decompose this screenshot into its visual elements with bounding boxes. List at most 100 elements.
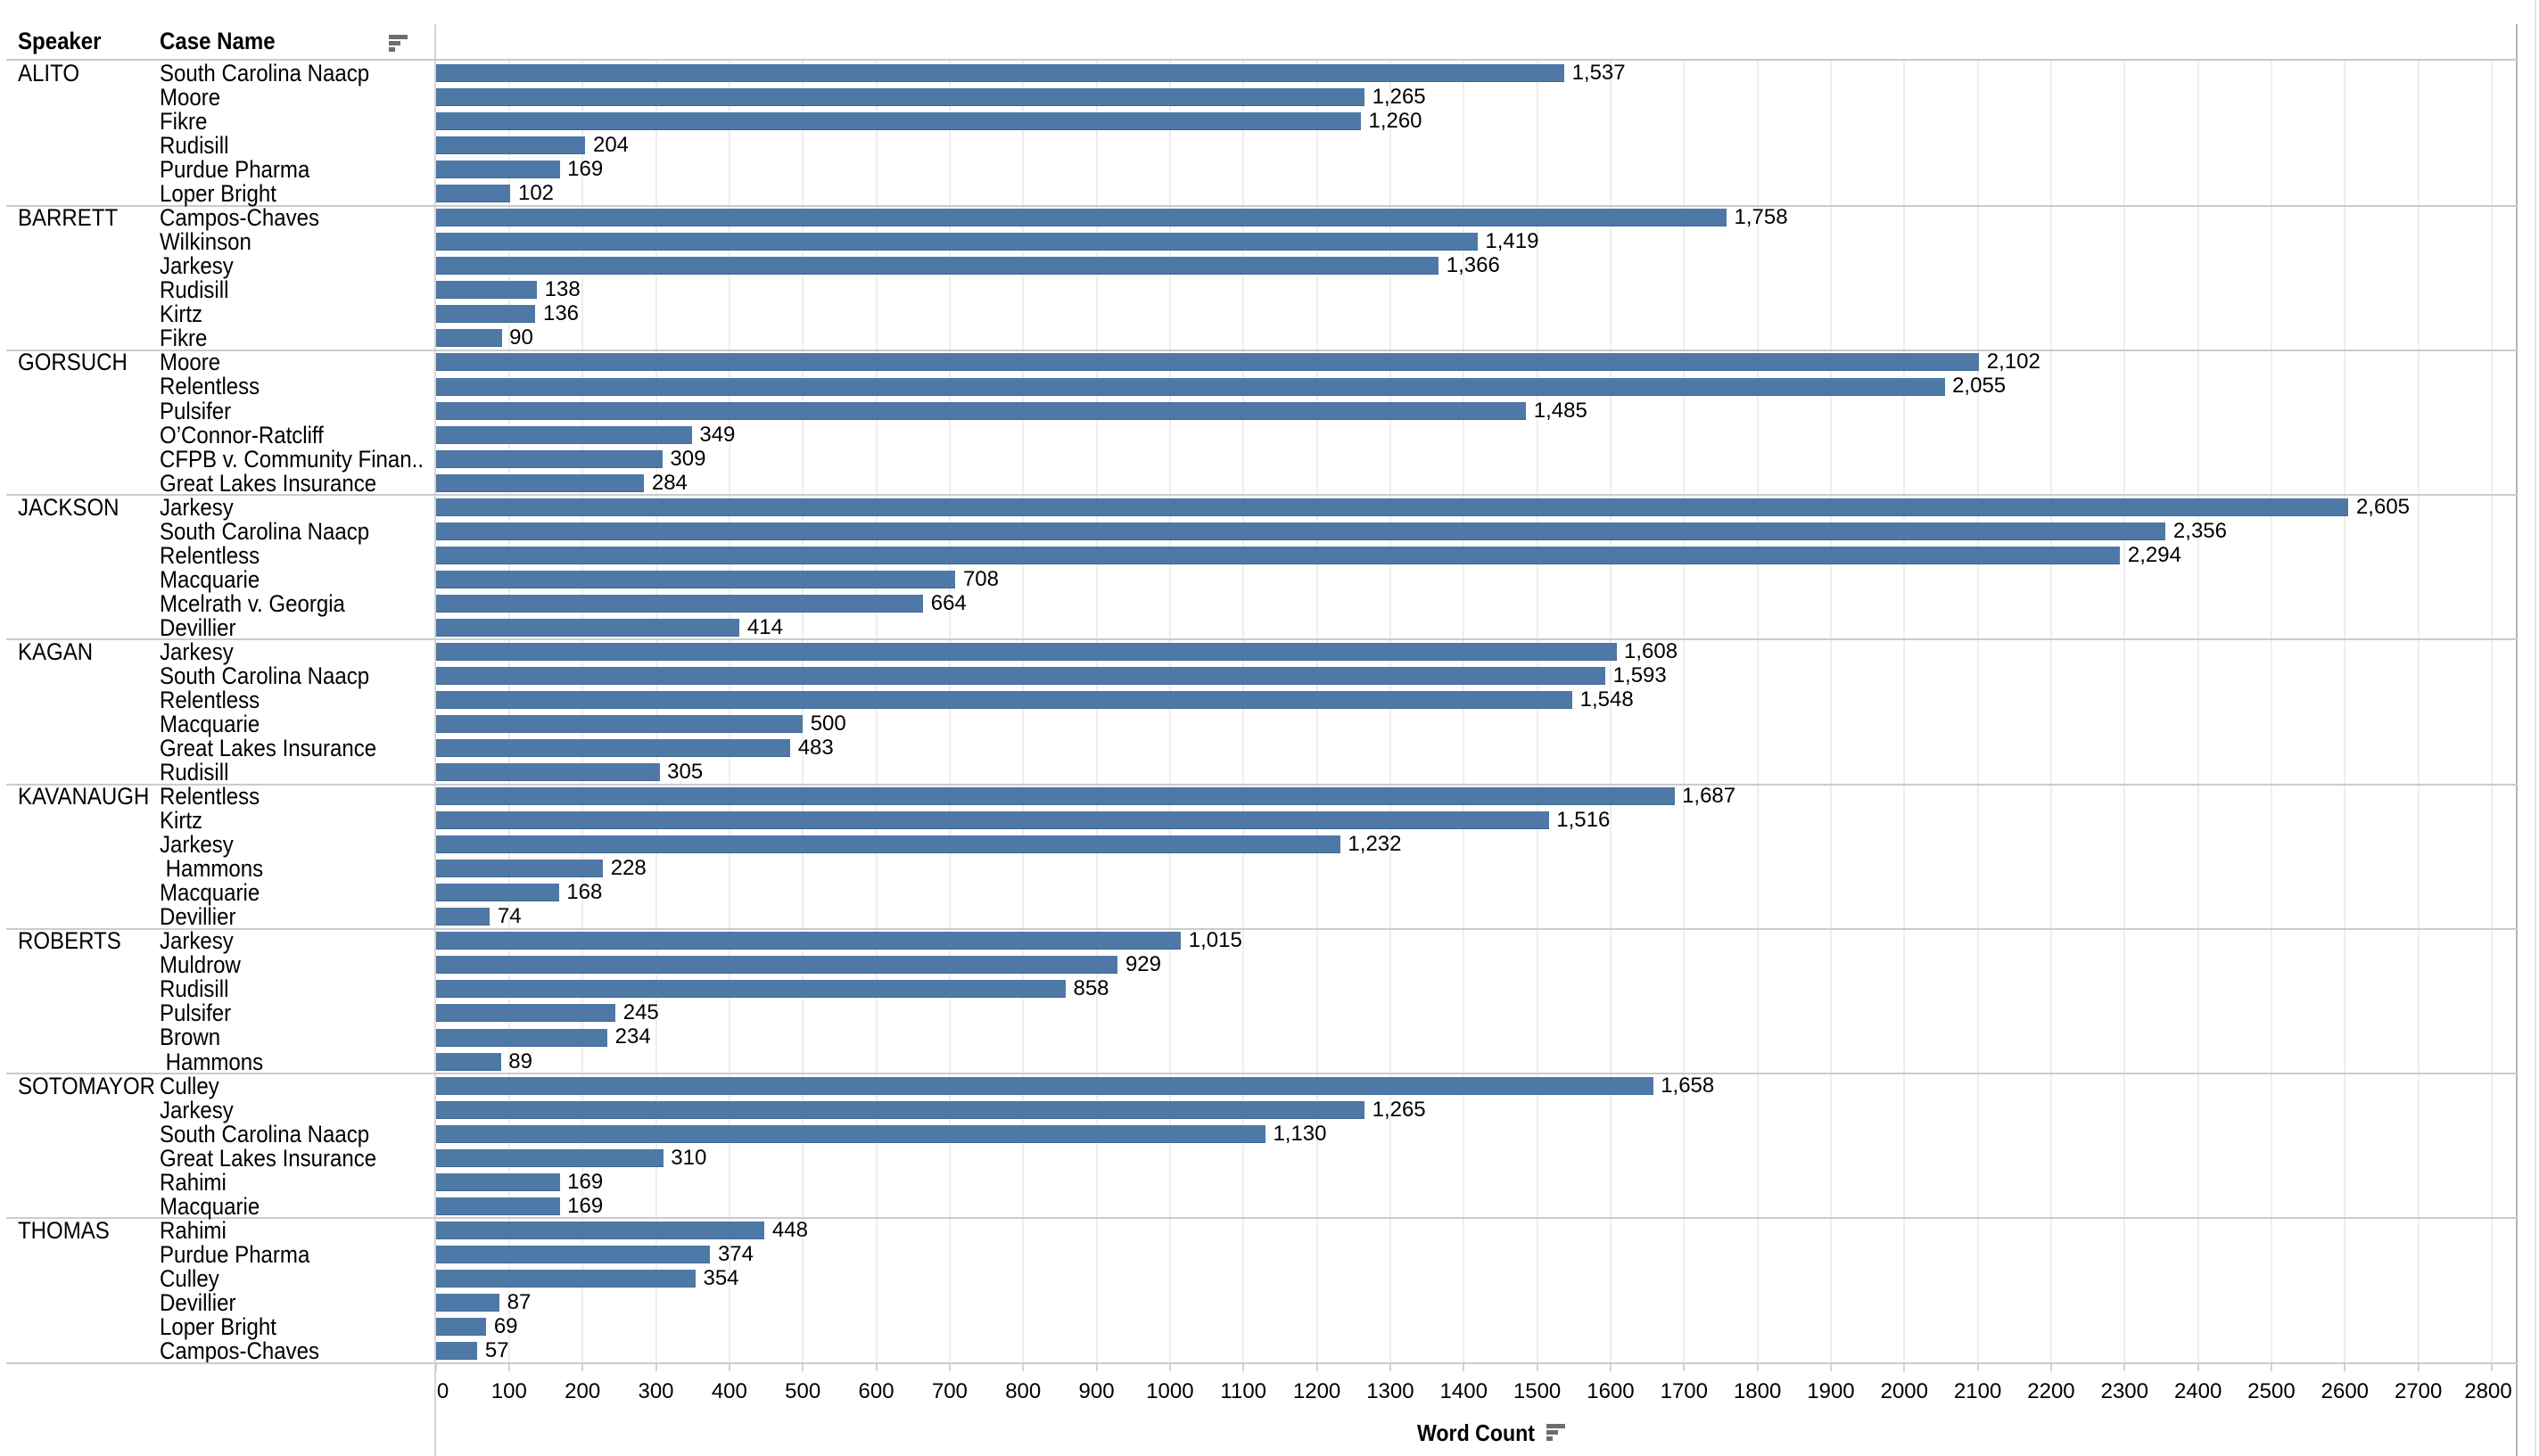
case-label[interactable]: Muldrow — [160, 951, 241, 979]
case-label[interactable]: Relentless — [160, 686, 260, 713]
bar[interactable] — [435, 1124, 1265, 1143]
bar[interactable] — [435, 1100, 1365, 1119]
speaker-label[interactable]: JACKSON — [18, 493, 120, 521]
bar[interactable] — [435, 257, 1439, 276]
case-label[interactable]: Devillier — [160, 903, 236, 931]
bar[interactable] — [435, 522, 2166, 540]
bar[interactable] — [435, 136, 586, 155]
speaker-label[interactable]: THOMAS — [18, 1216, 110, 1244]
case-label[interactable]: Rudisill — [160, 759, 229, 786]
case-label[interactable]: Jarkesy — [160, 252, 234, 280]
sort-descending-icon[interactable] — [389, 35, 408, 53]
case-label[interactable]: Relentless — [160, 373, 260, 400]
x-axis-title[interactable]: Word Count — [1417, 1419, 1535, 1446]
speaker-label[interactable]: KAVANAUGH — [18, 783, 150, 810]
case-label[interactable]: Purdue Pharma — [160, 156, 310, 184]
bar[interactable] — [435, 112, 1361, 131]
bar[interactable] — [435, 401, 1527, 420]
case-label[interactable]: Pulsifer — [160, 397, 232, 424]
bar[interactable] — [435, 1269, 696, 1287]
bar[interactable] — [435, 1028, 608, 1047]
bar[interactable] — [435, 739, 791, 758]
bar[interactable] — [435, 1221, 765, 1239]
case-label[interactable]: Jarkesy — [160, 638, 234, 665]
case-label[interactable]: Rahimi — [160, 1216, 227, 1244]
case-label[interactable]: Jarkesy — [160, 493, 234, 521]
bar[interactable] — [435, 956, 1118, 975]
case-label[interactable]: O’Connor-Ratcliff — [160, 421, 324, 448]
bar[interactable] — [435, 1293, 500, 1312]
bar[interactable] — [435, 1004, 616, 1023]
case-label[interactable]: Loper Bright — [160, 1312, 276, 1340]
speaker-label[interactable]: ALITO — [18, 60, 80, 86]
case-label[interactable]: Moore — [160, 84, 221, 111]
case-label[interactable]: Purdue Pharma — [160, 1240, 310, 1268]
bar[interactable] — [435, 811, 1549, 830]
bar[interactable] — [435, 932, 1182, 950]
case-label[interactable]: Rudisill — [160, 276, 229, 304]
sort-descending-icon[interactable] — [1546, 1424, 1565, 1442]
case-label[interactable]: Moore — [160, 349, 221, 376]
bar[interactable] — [435, 1148, 664, 1167]
case-label[interactable]: Pulsifer — [160, 999, 232, 1027]
case-label[interactable]: Devillier — [160, 1288, 236, 1316]
bar[interactable] — [435, 88, 1365, 107]
bar[interactable] — [435, 1245, 711, 1263]
case-label[interactable]: Rudisill — [160, 975, 229, 1003]
case-label[interactable]: South Carolina Naacp — [160, 1120, 370, 1148]
case-label[interactable]: Hammons — [160, 1048, 264, 1075]
bar[interactable] — [435, 353, 1980, 372]
case-label[interactable]: Culley — [160, 1072, 219, 1099]
case-label[interactable]: Great Lakes Insurance — [160, 469, 377, 497]
case-label[interactable]: Jarkesy — [160, 1096, 234, 1123]
bar[interactable] — [435, 377, 1945, 396]
case-label[interactable]: Devillier — [160, 613, 236, 641]
bar[interactable] — [435, 1052, 501, 1071]
bar[interactable] — [435, 763, 660, 782]
case-label[interactable]: Rahimi — [160, 1168, 227, 1196]
case-label[interactable]: Hammons — [160, 855, 264, 883]
bar[interactable] — [435, 281, 538, 300]
case-label[interactable]: Wilkinson — [160, 228, 251, 256]
bar[interactable] — [435, 546, 2121, 564]
bar[interactable] — [435, 642, 1617, 661]
case-label[interactable]: Macquarie — [160, 710, 260, 737]
case-label[interactable]: South Carolina Naacp — [160, 60, 370, 86]
bar[interactable] — [435, 473, 645, 492]
bar[interactable] — [435, 498, 2349, 516]
bar[interactable] — [435, 884, 559, 902]
speaker-label[interactable]: SOTOMAYOR — [18, 1072, 155, 1099]
speaker-label[interactable]: GORSUCH — [18, 349, 128, 376]
case-label[interactable]: Brown — [160, 1024, 221, 1051]
case-label[interactable]: Culley — [160, 1264, 219, 1292]
case-label[interactable]: South Carolina Naacp — [160, 662, 370, 689]
bar[interactable] — [435, 835, 1340, 854]
bar[interactable] — [435, 860, 604, 878]
case-label[interactable]: Kirtz — [160, 300, 203, 328]
case-label[interactable]: Kirtz — [160, 807, 203, 835]
bar[interactable] — [435, 329, 502, 348]
bar[interactable] — [435, 594, 924, 613]
case-label[interactable]: Loper Bright — [160, 180, 276, 208]
bar[interactable] — [435, 449, 663, 468]
bar[interactable] — [435, 715, 804, 734]
case-label[interactable]: South Carolina Naacp — [160, 517, 370, 545]
speaker-label[interactable]: KAGAN — [18, 638, 94, 665]
bar[interactable] — [435, 570, 956, 588]
column-header-speaker[interactable]: Speaker — [18, 28, 102, 54]
bar[interactable] — [435, 690, 1573, 709]
case-label[interactable]: Campos-Chaves — [160, 204, 319, 232]
case-label[interactable]: Fikre — [160, 325, 208, 352]
bar[interactable] — [435, 233, 1478, 251]
speaker-label[interactable]: ROBERTS — [18, 927, 121, 955]
case-label[interactable]: Macquarie — [160, 879, 260, 907]
bar[interactable] — [435, 908, 490, 926]
case-label[interactable]: Great Lakes Insurance — [160, 1144, 377, 1172]
case-label[interactable]: Macquarie — [160, 565, 260, 593]
speaker-label[interactable]: BARRETT — [18, 204, 119, 232]
bar[interactable] — [435, 980, 1066, 999]
case-label[interactable]: Mcelrath v. Georgia — [160, 589, 345, 617]
bar[interactable] — [435, 1172, 560, 1191]
column-header-case-name[interactable]: Case Name — [160, 28, 276, 54]
bar[interactable] — [435, 425, 692, 444]
